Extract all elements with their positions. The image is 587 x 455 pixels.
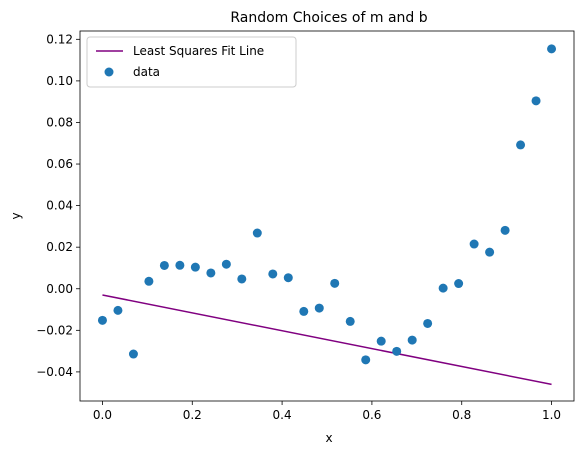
y-tick-label: 0.00 <box>46 282 73 296</box>
data-point <box>423 318 433 328</box>
data-point <box>314 303 324 313</box>
data-point <box>237 274 247 284</box>
chart-title: Random Choices of m and b <box>230 10 427 26</box>
x-tick-label: 0.2 <box>183 408 202 422</box>
data-point <box>97 315 107 325</box>
data-point <box>206 268 216 278</box>
data-point <box>469 239 479 249</box>
data-point <box>454 279 464 289</box>
data-point <box>299 306 309 316</box>
y-tick-label: 0.12 <box>46 32 73 46</box>
legend-entry-label: Least Squares Fit Line <box>133 44 264 58</box>
data-point <box>500 225 510 235</box>
data-point <box>547 44 557 54</box>
x-axis: 0.0 0.2 0.4 0.6 0.8 1.0 <box>93 401 561 422</box>
data-point <box>345 316 355 326</box>
x-tick-label: 0.6 <box>362 408 381 422</box>
data-point <box>113 305 123 315</box>
y-axis-label: y <box>9 212 23 219</box>
data-point <box>407 335 417 345</box>
data-point <box>144 276 154 286</box>
data-point <box>159 260 169 270</box>
x-axis-label: x <box>325 431 332 445</box>
x-tick-label: 0.0 <box>93 408 112 422</box>
x-tick-label: 0.8 <box>452 408 471 422</box>
y-tick-label: 0.08 <box>46 115 73 129</box>
x-tick-label: 0.4 <box>273 408 292 422</box>
data-point <box>128 349 138 359</box>
y-tick-label: 0.10 <box>46 74 73 88</box>
data-point <box>190 262 200 272</box>
data-point <box>361 355 371 365</box>
data-point <box>283 273 293 283</box>
data-point <box>531 96 541 106</box>
plot-area <box>79 30 575 402</box>
axes-frame <box>79 30 575 402</box>
data-point <box>268 269 278 279</box>
data-point <box>175 260 185 270</box>
data-point <box>221 259 231 269</box>
y-tick-label: 0.06 <box>46 157 73 171</box>
legend-box <box>86 36 297 88</box>
y-tick-label: −0.02 <box>36 323 73 337</box>
x-tick-label: 1.0 <box>542 408 561 422</box>
data-point <box>516 140 526 150</box>
data-point <box>376 336 386 346</box>
y-axis: −0.04 −0.02 0.00 0.02 0.04 0.06 0.08 0.10 0.12 <box>36 32 80 379</box>
fit-line <box>102 294 552 386</box>
y-tick-label: −0.04 <box>36 365 73 379</box>
data-point <box>485 247 495 257</box>
y-tick-label: 0.02 <box>46 240 73 254</box>
data-point <box>392 346 402 356</box>
legend: Least Squares Fit Line data <box>86 36 297 88</box>
data-point <box>252 228 262 238</box>
data-point <box>438 283 448 293</box>
legend-marker-swatch <box>104 67 114 77</box>
y-tick-label: 0.04 <box>46 199 73 213</box>
legend-entry-label: data <box>133 65 160 79</box>
data-point <box>330 278 340 288</box>
